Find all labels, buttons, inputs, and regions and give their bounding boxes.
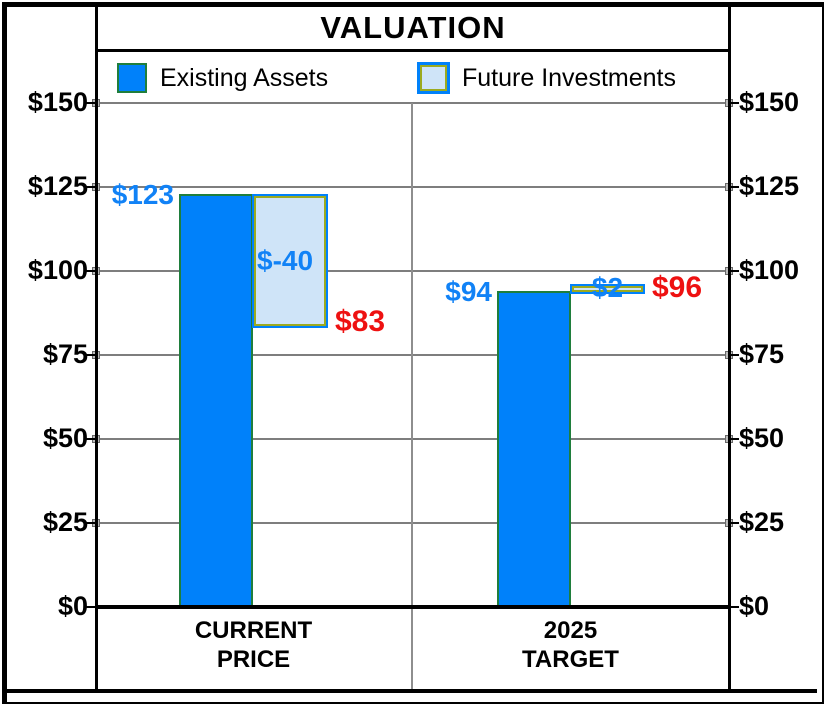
y-tick-label-right-100: $100 bbox=[739, 255, 800, 285]
y-tick-label-right-50: $50 bbox=[739, 423, 785, 453]
title-separator-line bbox=[95, 49, 731, 52]
right-tick-150 bbox=[730, 102, 739, 104]
category-divider-line bbox=[411, 103, 413, 690]
y-tick-label-left-150: $150 bbox=[27, 87, 88, 117]
bar-existing-current-price bbox=[179, 193, 253, 609]
left-tick-50 bbox=[86, 438, 95, 440]
y-tick-label-left-50: $50 bbox=[42, 423, 88, 453]
value-label-total-current-price: $83 bbox=[335, 305, 386, 339]
legend-label-existing-assets: Existing Assets bbox=[160, 64, 329, 92]
right-tick-0 bbox=[730, 606, 739, 608]
x-category-line: CURRENT bbox=[194, 617, 313, 644]
category-area-bottom-line bbox=[7, 689, 817, 693]
legend-swatch-future-investments bbox=[417, 62, 450, 94]
left-tick-125 bbox=[86, 186, 95, 188]
legend-label-future-investments: Future Investments bbox=[462, 64, 676, 92]
x-category-label-current-price: CURRENT PRICE bbox=[96, 616, 411, 674]
y-tick-label-left-100: $100 bbox=[27, 255, 88, 285]
left-tick-100 bbox=[86, 270, 95, 272]
left-tick-150 bbox=[86, 102, 95, 104]
x-axis-line bbox=[95, 605, 731, 609]
right-tick-125 bbox=[730, 186, 739, 188]
right-axis-line bbox=[728, 7, 731, 690]
right-tick-100 bbox=[730, 270, 739, 272]
value-label-future-current-price: $-40 bbox=[257, 244, 314, 276]
left-axis-line bbox=[95, 7, 98, 690]
right-tick-25 bbox=[730, 522, 739, 524]
chart-title: VALUATION bbox=[320, 10, 506, 45]
y-tick-label-right-125: $125 bbox=[739, 171, 800, 201]
bar-future-2025-target bbox=[570, 284, 645, 295]
bar-existing-2025-target bbox=[497, 291, 571, 609]
x-category-line: 2025 bbox=[543, 617, 598, 644]
value-label-existing-current-price: $123 bbox=[111, 178, 174, 210]
x-category-label-2025-target: 2025 TARGET bbox=[413, 616, 728, 674]
y-tick-label-right-150: $150 bbox=[739, 87, 800, 117]
bar-future-current-price bbox=[252, 193, 328, 329]
legend-swatch-existing-assets bbox=[117, 63, 147, 93]
left-tick-75 bbox=[86, 354, 95, 356]
y-tick-label-left-125: $125 bbox=[27, 171, 88, 201]
y-tick-label-left-75: $75 bbox=[42, 339, 88, 369]
y-tick-label-right-25: $25 bbox=[739, 507, 785, 537]
value-label-total-2025-target: $96 bbox=[652, 271, 703, 305]
y-tick-label-left-25: $25 bbox=[42, 507, 88, 537]
right-tick-75 bbox=[730, 354, 739, 356]
value-label-existing-2025-target: $94 bbox=[445, 276, 492, 308]
left-tick-0 bbox=[86, 606, 95, 608]
y-tick-label-right-0: $0 bbox=[739, 591, 770, 621]
value-label-future-2025-target: $2 bbox=[591, 271, 624, 303]
x-category-line: PRICE bbox=[216, 646, 291, 673]
left-tick-25 bbox=[86, 522, 95, 524]
x-category-line: TARGET bbox=[522, 646, 619, 673]
y-tick-label-left-0: $0 bbox=[57, 591, 88, 621]
y-tick-label-right-75: $75 bbox=[739, 339, 785, 369]
right-tick-50 bbox=[730, 438, 739, 440]
